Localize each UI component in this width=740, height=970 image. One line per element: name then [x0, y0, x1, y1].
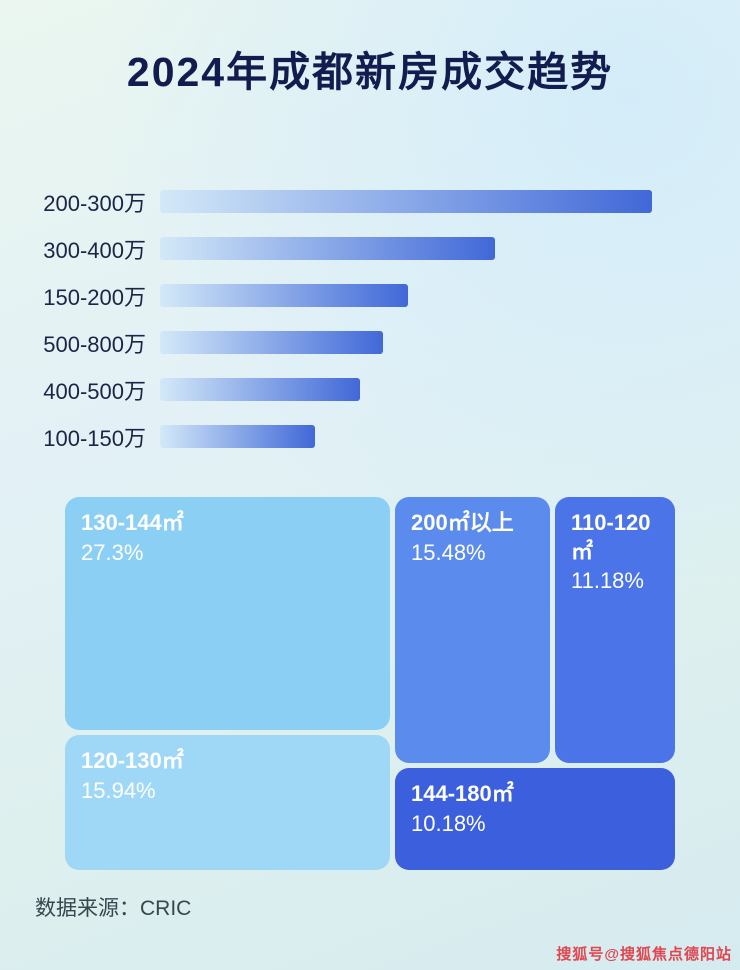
- bar: [160, 237, 495, 260]
- page-title: 2024年成都新房成交趋势: [126, 49, 614, 95]
- bar-category-label: 200-300万: [43, 190, 146, 216]
- bar-row: 400-500万: [0, 366, 740, 413]
- treemap-block-label: 110-120㎡: [571, 510, 651, 564]
- treemap-block-200-plus: 200㎡以上 15.48%: [395, 497, 550, 763]
- treemap-block-label: 130-144㎡: [81, 510, 184, 535]
- bar-row: 100-150万: [0, 413, 740, 460]
- bar-category-label: 500-800万: [43, 331, 146, 357]
- treemap-block-value: 11.18%: [571, 568, 644, 594]
- bar-category-label: 300-400万: [43, 237, 146, 263]
- treemap-block-120-130: 120-130㎡ 15.94%: [65, 735, 390, 870]
- bar-track: [160, 331, 652, 354]
- treemap-block-value: 27.3%: [81, 539, 144, 565]
- treemap-block-value: 15.48%: [411, 539, 486, 565]
- treemap-block-label: 144-180㎡: [411, 781, 514, 806]
- treemap-block-label: 200㎡以上: [411, 510, 514, 535]
- bar-row: 300-400万: [0, 225, 740, 272]
- price-range-bar-chart: 200-300万 300-400万 150-200万 500-800万 400-…: [0, 178, 740, 460]
- treemap-block-label: 120-130㎡: [81, 748, 184, 773]
- bar-category-label: 150-200万: [43, 284, 146, 310]
- bar: [160, 425, 315, 448]
- treemap-block-130-144: 130-144㎡ 27.3%: [65, 497, 390, 730]
- bar: [160, 331, 384, 354]
- treemap-block-110-120: 110-120㎡ 11.18%: [555, 497, 675, 763]
- treemap-block-value: 15.94%: [81, 777, 156, 803]
- bar-row: 200-300万: [0, 178, 740, 225]
- bar: [160, 190, 652, 213]
- bar-track: [160, 425, 652, 448]
- bar-row: 500-800万: [0, 319, 740, 366]
- bar: [160, 284, 409, 307]
- data-source: 数据来源：CRIC: [35, 897, 192, 920]
- bar-row: 150-200万: [0, 272, 740, 319]
- bar-track: [160, 378, 652, 401]
- bar: [160, 378, 360, 401]
- bar-track: [160, 237, 652, 260]
- treemap-block-value: 10.18%: [411, 810, 486, 836]
- bar-category-label: 100-150万: [43, 425, 146, 451]
- bar-track: [160, 284, 652, 307]
- watermark: 搜狐号@搜狐焦点德阳站: [556, 946, 732, 963]
- bar-category-label: 400-500万: [43, 378, 146, 404]
- treemap-block-144-180: 144-180㎡ 10.18%: [395, 768, 675, 870]
- area-share-treemap: 130-144㎡ 27.3% 120-130㎡ 15.94% 200㎡以上 15…: [0, 497, 740, 870]
- bar-track: [160, 190, 652, 213]
